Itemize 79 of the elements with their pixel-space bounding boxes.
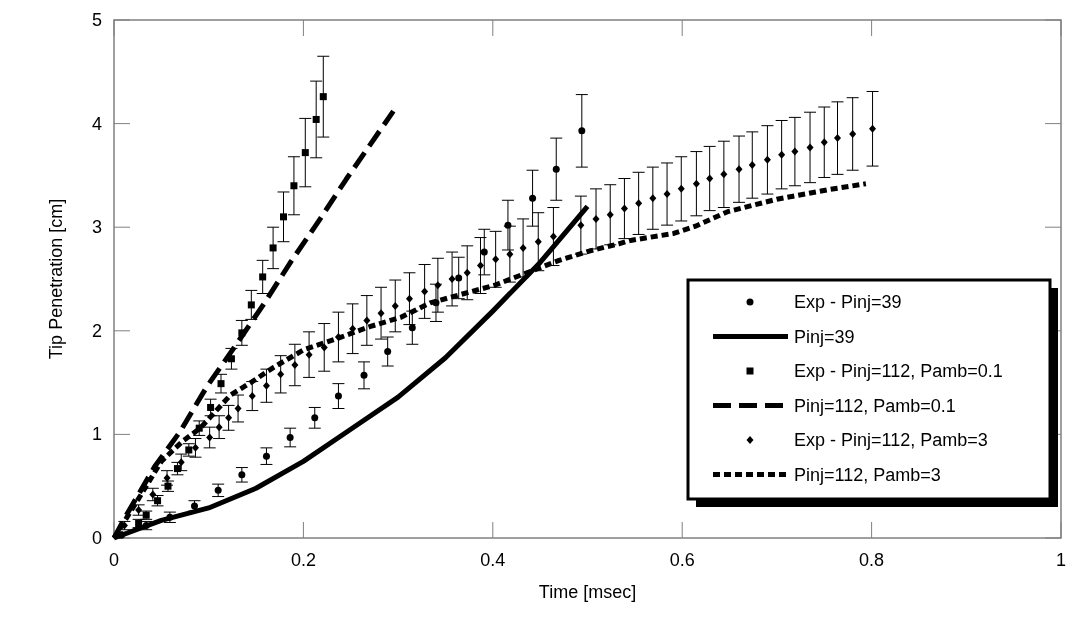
y-tick-label: 0 bbox=[91, 528, 102, 548]
point bbox=[552, 165, 560, 173]
point bbox=[706, 174, 714, 183]
x-tick-label: 0.4 bbox=[480, 550, 506, 570]
point bbox=[455, 274, 463, 282]
x-tick-label: 0.2 bbox=[290, 550, 316, 570]
point bbox=[259, 273, 267, 281]
legend-label: Exp - Pinj=112, Pamb=0.1 bbox=[794, 361, 1003, 381]
point bbox=[778, 150, 786, 159]
point bbox=[363, 316, 371, 325]
y-axis-title: Tip Penetration [cm] bbox=[46, 198, 66, 360]
point bbox=[635, 199, 643, 208]
point bbox=[291, 360, 299, 369]
point bbox=[234, 404, 242, 413]
point bbox=[408, 324, 416, 332]
point bbox=[476, 261, 484, 270]
point bbox=[506, 250, 514, 259]
point bbox=[820, 138, 828, 147]
x-tick-label: 0.6 bbox=[669, 550, 695, 570]
point bbox=[247, 301, 255, 309]
point bbox=[360, 371, 368, 379]
point bbox=[319, 93, 327, 101]
point bbox=[720, 170, 728, 179]
point bbox=[248, 392, 256, 401]
point bbox=[391, 301, 399, 310]
point bbox=[791, 147, 799, 156]
point bbox=[463, 268, 471, 277]
x-tick-label: 1 bbox=[1055, 550, 1067, 570]
point bbox=[763, 155, 771, 164]
point bbox=[277, 370, 285, 379]
legend-label: Pinj=112, Pamb=3 bbox=[794, 464, 941, 485]
point bbox=[305, 350, 313, 359]
y-tick-label: 3 bbox=[91, 217, 102, 238]
point bbox=[869, 124, 877, 133]
point bbox=[735, 165, 743, 174]
point bbox=[529, 194, 537, 202]
point bbox=[606, 210, 614, 219]
x-tick-label: 0 bbox=[108, 550, 120, 570]
point bbox=[578, 127, 586, 135]
point bbox=[677, 184, 685, 193]
point bbox=[384, 348, 392, 356]
legend-label: Exp - Pinj=39 bbox=[794, 292, 902, 312]
point bbox=[806, 143, 814, 152]
point bbox=[290, 182, 298, 190]
point bbox=[206, 433, 214, 442]
point bbox=[225, 413, 233, 422]
legend-label: Pinj=112, Pamb=0.1 bbox=[794, 395, 956, 416]
point bbox=[405, 294, 413, 303]
point bbox=[448, 275, 456, 283]
point bbox=[849, 129, 857, 138]
point bbox=[748, 161, 756, 170]
point bbox=[334, 392, 342, 400]
point bbox=[434, 281, 442, 290]
y-tick-label: 5 bbox=[91, 10, 102, 30]
point bbox=[280, 213, 288, 221]
point bbox=[377, 309, 385, 318]
x-axis-title: Time [msec] bbox=[538, 582, 637, 602]
y-tick-label: 1 bbox=[91, 424, 102, 445]
point bbox=[311, 414, 319, 422]
x-tick-label: 0.8 bbox=[859, 550, 885, 570]
point bbox=[215, 423, 223, 432]
y-tick-label: 4 bbox=[91, 113, 102, 134]
point bbox=[262, 381, 270, 390]
point bbox=[692, 179, 700, 188]
point bbox=[492, 255, 500, 264]
y-tick-label: 2 bbox=[91, 320, 102, 341]
point bbox=[534, 237, 542, 246]
point bbox=[592, 214, 600, 223]
legend-label: Pinj=39 bbox=[794, 326, 855, 347]
point bbox=[312, 115, 320, 123]
legend-label: Exp - Pinj=112, Pamb=3 bbox=[794, 430, 988, 450]
point bbox=[649, 194, 657, 203]
point bbox=[301, 149, 309, 157]
point bbox=[320, 343, 328, 352]
point bbox=[834, 134, 842, 143]
point bbox=[480, 248, 488, 256]
point bbox=[577, 221, 585, 230]
point bbox=[269, 244, 277, 252]
point bbox=[421, 287, 429, 296]
